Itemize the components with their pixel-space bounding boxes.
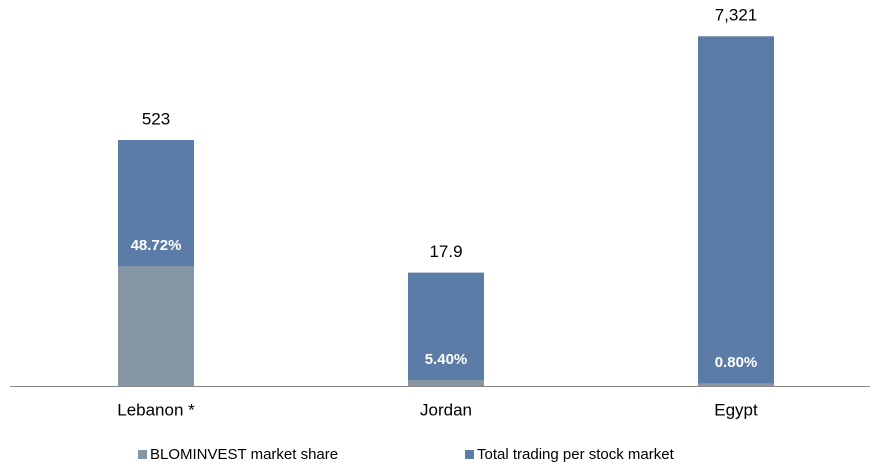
bar-share	[698, 383, 774, 386]
share-label: 0.80%	[715, 354, 758, 371]
legend-swatch	[465, 450, 474, 459]
x-tick-label: Jordan	[420, 400, 472, 419]
share-label: 48.72%	[131, 237, 182, 254]
bar-share	[118, 266, 194, 386]
total-label: 17.9	[429, 242, 462, 261]
bar-share	[408, 379, 484, 386]
total-label: 7,321	[715, 6, 758, 25]
x-tick-label: Egypt	[714, 400, 758, 419]
bar-total	[698, 36, 774, 386]
legend-swatch	[138, 450, 147, 459]
legend-label: BLOMINVEST market share	[150, 446, 338, 463]
legend-label: Total trading per stock market	[477, 446, 675, 463]
bar-total	[408, 272, 484, 386]
total-label: 523	[142, 109, 170, 128]
x-tick-label: Lebanon *	[117, 400, 195, 419]
share-label: 5.40%	[425, 351, 468, 368]
